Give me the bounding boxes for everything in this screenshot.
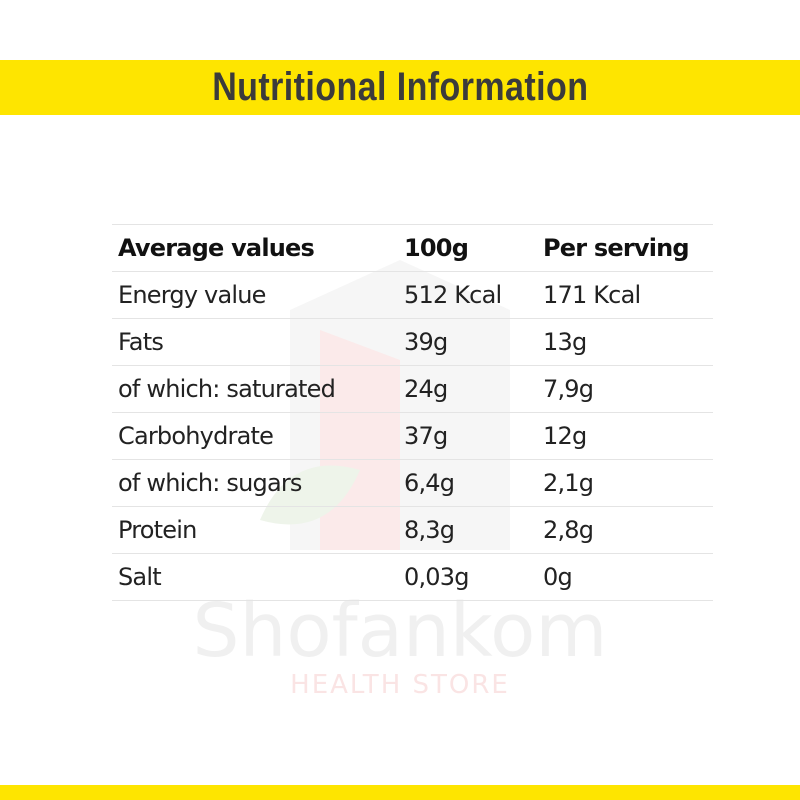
table-cell: 8,3g <box>398 506 537 554</box>
table-cell: 171 Kcal <box>537 271 713 319</box>
table-cell: 0g <box>537 553 713 601</box>
column-header: 100g <box>398 224 537 272</box>
table-cell: 6,4g <box>398 459 537 507</box>
table-row: Energy value 512 Kcal 171 Kcal <box>112 271 713 319</box>
table-cell: 37g <box>398 412 537 460</box>
table-cell: Fats <box>112 318 398 366</box>
nutrition-table: Average values 100g Per serving Energy val… <box>112 224 713 601</box>
header-row: Average values 100g Per serving <box>112 224 713 272</box>
watermark-name: Shofankom <box>192 588 608 674</box>
table-row: Carbohydrate 37g 12g <box>112 412 713 460</box>
table-row: of which: sugars 6,4g 2,1g <box>112 459 713 507</box>
table-cell: 39g <box>398 318 537 366</box>
table-cell: Carbohydrate <box>112 412 398 460</box>
table-cell: of which: saturated <box>112 365 398 413</box>
table-cell: 12g <box>537 412 713 460</box>
table-cell: Energy value <box>112 271 398 319</box>
table-cell: Protein <box>112 506 398 554</box>
table-cell: 13g <box>537 318 713 366</box>
table-row: Salt 0,03g 0g <box>112 553 713 601</box>
table-cell: 2,8g <box>537 506 713 554</box>
column-header: Average values <box>112 224 398 272</box>
table-cell: Salt <box>112 553 398 601</box>
table-cell: 512 Kcal <box>398 271 537 319</box>
title-band: Nutritional Information <box>0 60 800 115</box>
table-cell: of which: sugars <box>112 459 398 507</box>
table-cell: 0,03g <box>398 553 537 601</box>
table-cell: 7,9g <box>537 365 713 413</box>
table-cell: 2,1g <box>537 459 713 507</box>
table-row: of which: saturated 24g 7,9g <box>112 365 713 413</box>
title: Nutritional Information <box>211 65 589 109</box>
table-row: Fats 39g 13g <box>112 318 713 366</box>
table-row: Protein 8,3g 2,8g <box>112 506 713 554</box>
column-header: Per serving <box>537 224 713 272</box>
watermark-tagline: HEALTH STORE <box>290 670 510 700</box>
bottom-band <box>0 785 800 800</box>
table-cell: 24g <box>398 365 537 413</box>
